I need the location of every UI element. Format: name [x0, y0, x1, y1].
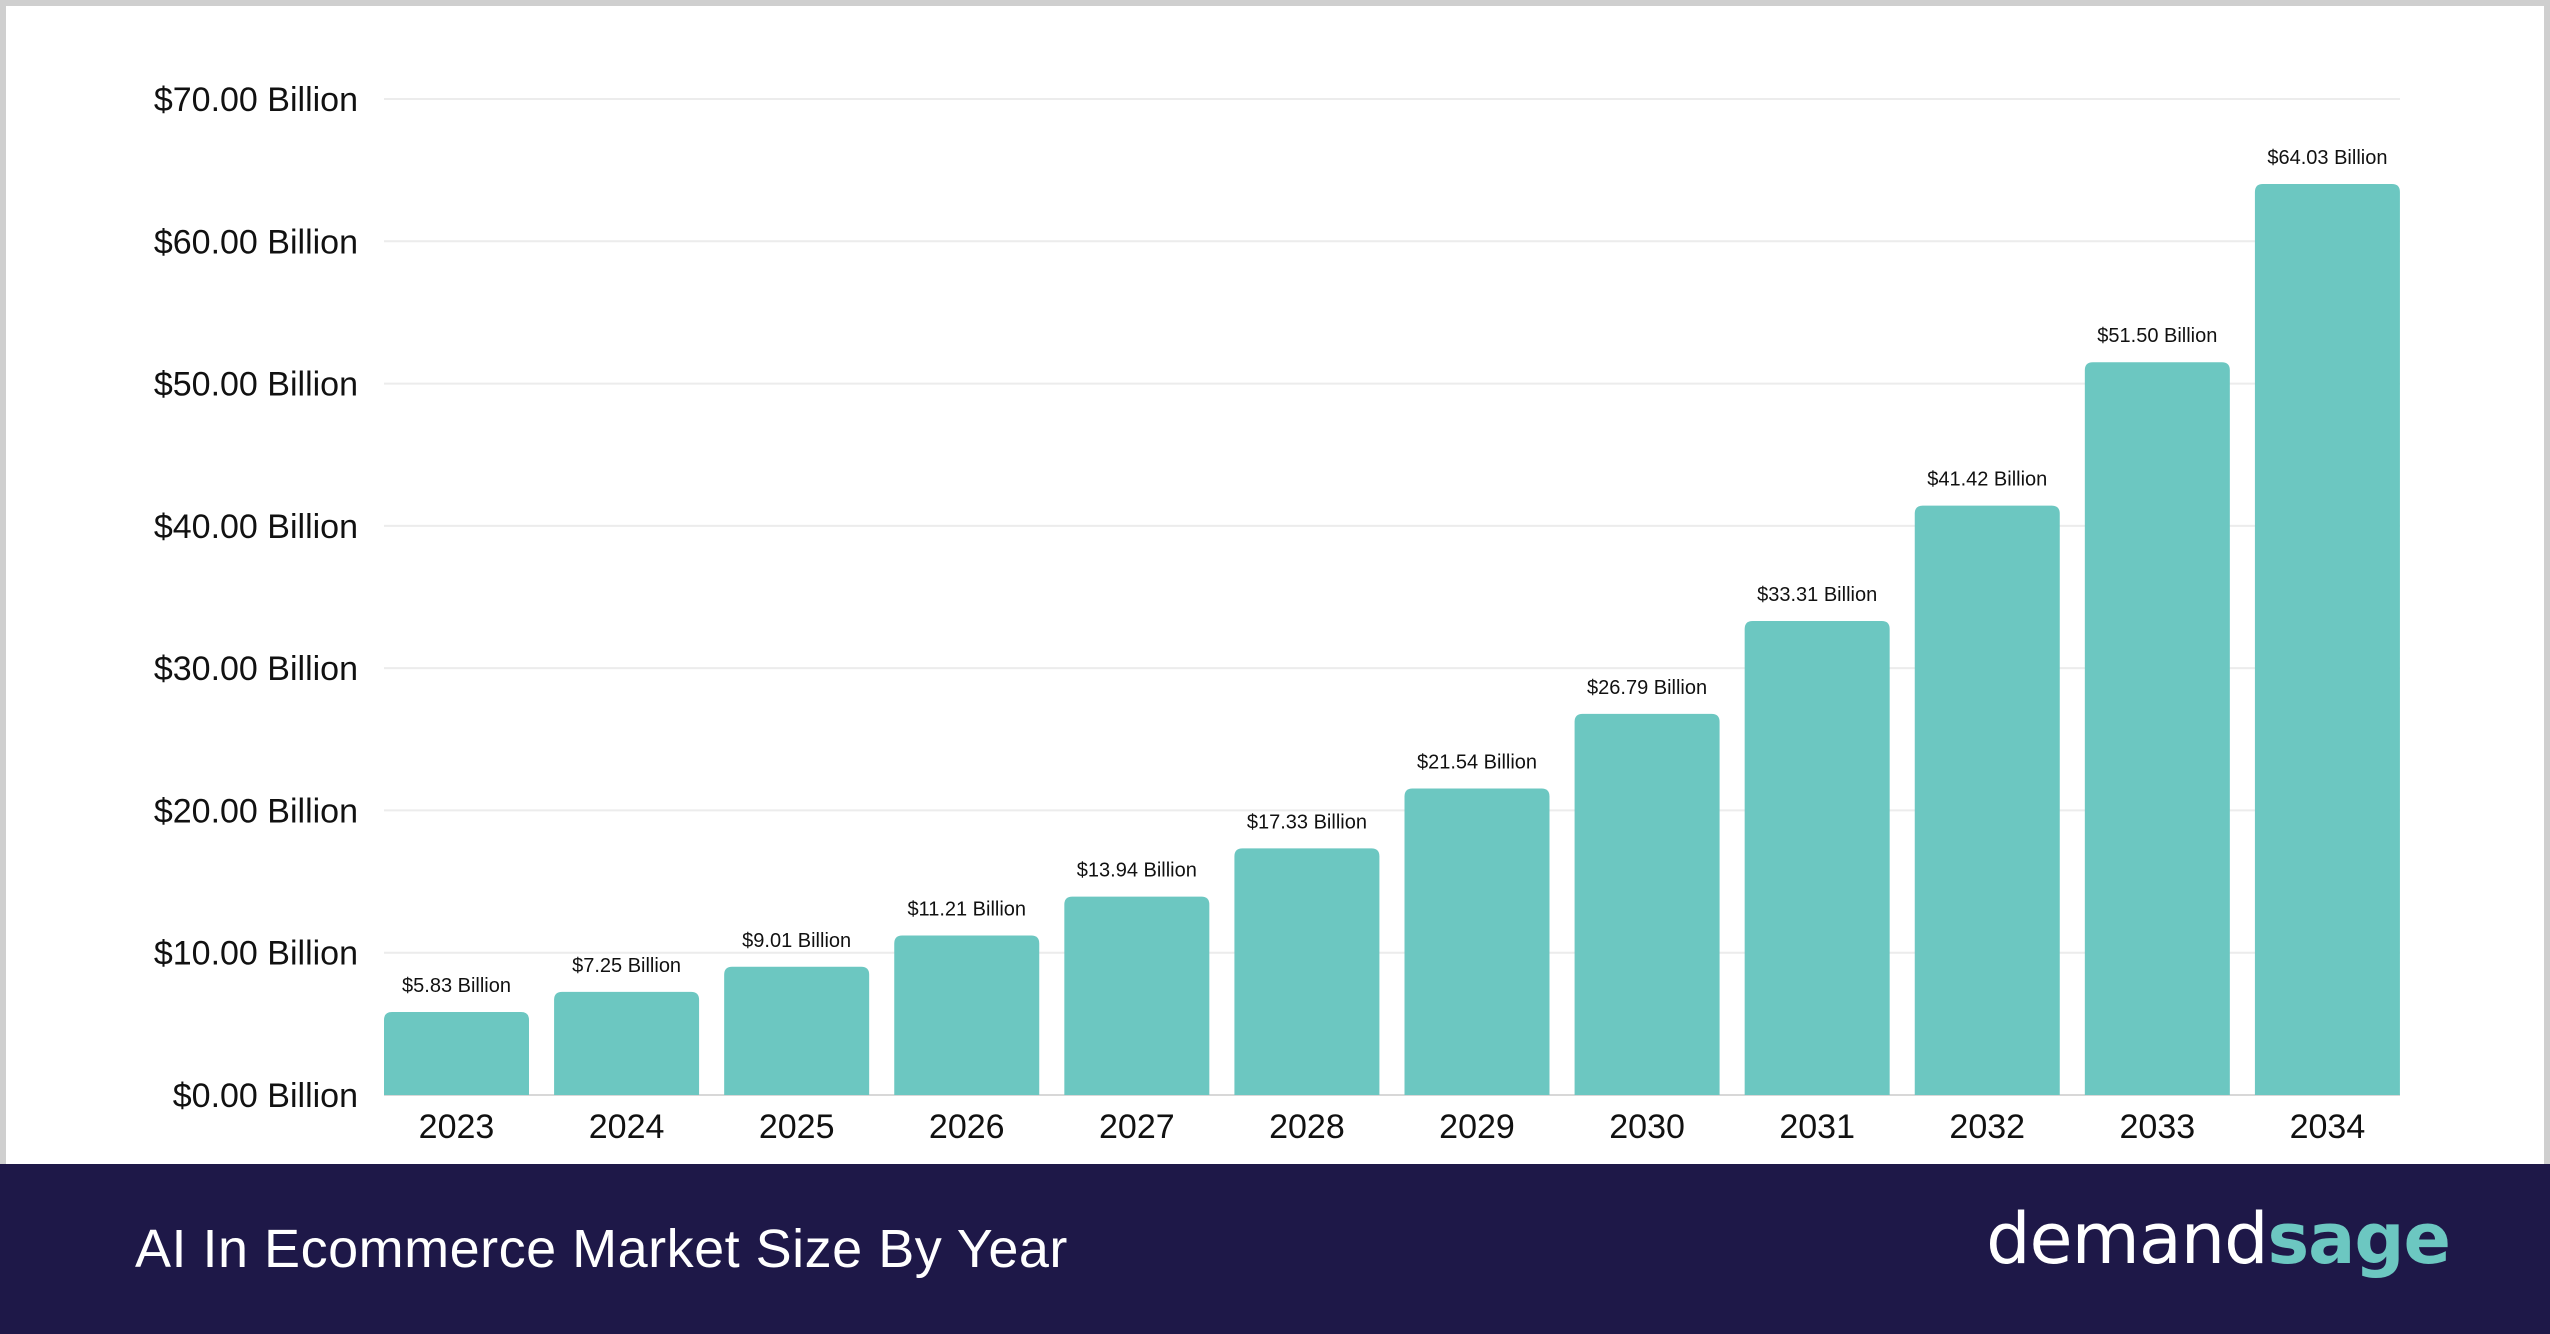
data-label: $17.33 Billion — [1247, 811, 1367, 833]
x-tick-label: 2026 — [929, 1108, 1005, 1146]
y-tick-label: $60.00 Billion — [154, 223, 358, 261]
data-label: $51.50 Billion — [2097, 325, 2217, 347]
y-tick-label: $0.00 Billion — [173, 1077, 358, 1115]
data-label: $7.25 Billion — [572, 955, 681, 977]
bar — [554, 991, 700, 1095]
data-label: $5.83 Billion — [402, 975, 511, 997]
x-tick-label: 2028 — [1269, 1108, 1345, 1146]
x-tick-label: 2033 — [2120, 1108, 2196, 1146]
y-tick-label: $70.00 Billion — [154, 81, 358, 119]
bar — [1064, 896, 1210, 1095]
y-tick-label: $50.00 Billion — [154, 366, 358, 404]
bar — [2084, 362, 2230, 1095]
bar — [1404, 788, 1550, 1095]
x-tick-label: 2034 — [2290, 1108, 2366, 1146]
logo-text-demand: demand — [1986, 1198, 2268, 1280]
x-tick-label: 2027 — [1099, 1108, 1175, 1146]
data-label: $9.01 Billion — [742, 930, 851, 952]
x-tick-label: 2029 — [1439, 1108, 1515, 1146]
data-label: $26.79 Billion — [1587, 677, 1707, 699]
y-tick-label: $20.00 Billion — [154, 792, 358, 830]
bar — [384, 1012, 529, 1095]
x-tick-label: 2024 — [589, 1108, 665, 1146]
y-tick-label: $30.00 Billion — [154, 650, 358, 688]
bar — [1914, 505, 2060, 1095]
data-label: $11.21 Billion — [907, 898, 1026, 920]
data-label: $41.42 Billion — [1927, 469, 2047, 491]
chart-area: $0.00 Billion $10.00 Billion $20.00 Billio… — [6, 6, 2544, 1164]
data-label: $33.31 Billion — [1757, 584, 1877, 606]
x-tick-label: 2031 — [1779, 1108, 1855, 1146]
y-tick-label: $10.00 Billion — [154, 935, 358, 973]
data-label: $21.54 Billion — [1417, 752, 1537, 774]
footer-banner — [0, 1164, 2550, 1334]
data-label: $13.94 Billion — [1077, 860, 1197, 882]
bar — [1574, 713, 1720, 1095]
bar — [724, 966, 870, 1095]
bar — [2254, 183, 2400, 1095]
bar-chart: $0.00 Billion $10.00 Billion $20.00 Billio… — [154, 81, 2400, 1146]
data-label: $64.03 Billion — [2267, 147, 2387, 169]
x-tick-label: 2023 — [419, 1108, 495, 1146]
bar — [894, 935, 1040, 1095]
x-tick-label: 2025 — [759, 1108, 835, 1146]
bar — [1744, 621, 1890, 1095]
x-tick-label: 2032 — [1949, 1108, 2025, 1146]
chart-title: AI In Ecommerce Market Size By Year — [135, 1219, 1068, 1279]
demandsage-logo: demandsage — [1986, 1198, 2451, 1280]
bar — [1234, 848, 1380, 1095]
x-tick-label: 2030 — [1609, 1108, 1685, 1146]
y-tick-label: $40.00 Billion — [154, 508, 358, 546]
logo-text-sage: sage — [2267, 1198, 2451, 1280]
